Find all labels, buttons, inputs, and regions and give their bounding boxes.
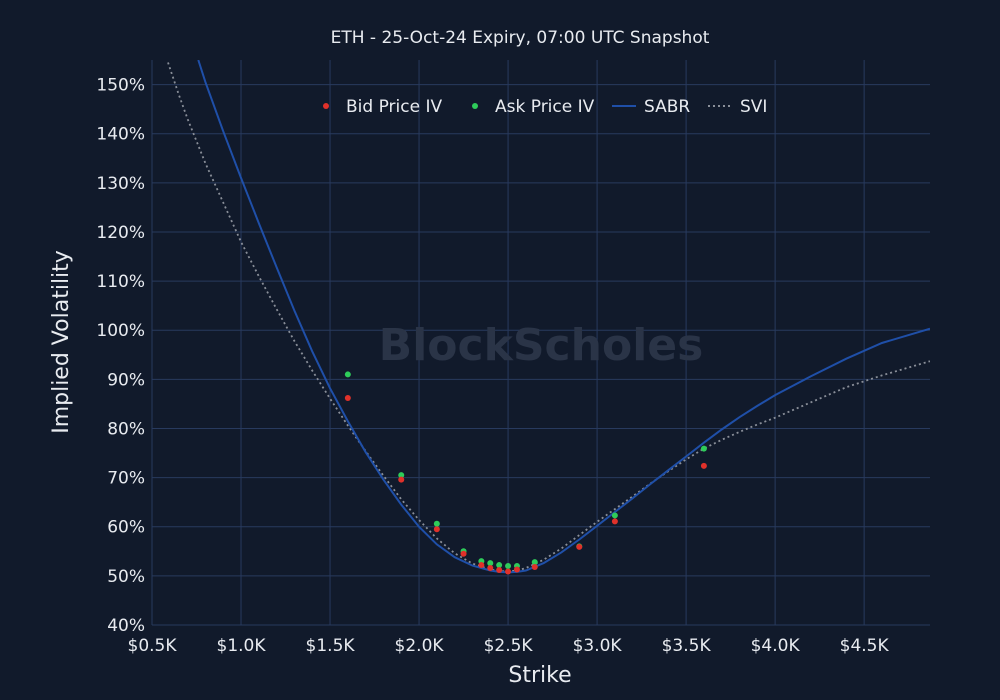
chart-title: ETH - 25-Oct-24 Expiry, 07:00 UTC Snapsh… [331, 28, 710, 48]
bid-price-iv-point [478, 562, 485, 569]
x-tick-label: $4.0K [751, 636, 801, 656]
bid-price-iv-point [496, 566, 503, 573]
y-tick-label: 150% [96, 76, 145, 96]
ask-price-iv-point [433, 520, 440, 527]
ask-price-iv-point [700, 445, 707, 452]
y-tick-label: 140% [96, 125, 145, 145]
bid-price-iv-point [611, 518, 618, 525]
ask-price-iv-point [398, 472, 405, 479]
bid-price-iv-point [505, 568, 512, 575]
x-tick-label: $3.5K [662, 636, 712, 656]
y-tick-label: 90% [107, 370, 145, 390]
bid-price-iv-point [576, 543, 583, 550]
x-axis-ticks: $0.5K $1.0K $1.5K $2.0K $2.5K $3.0K $3.5K $4.0K… [128, 636, 890, 656]
ask-price-iv-point [505, 563, 512, 570]
legend-marker-ask-price-iv [472, 103, 478, 109]
x-tick-label: $4.5K [840, 636, 890, 656]
y-tick-label: 40% [107, 616, 145, 636]
bid-price-iv-point [531, 564, 538, 571]
legend: Bid Price IV Ask Price IV SABR SVI [323, 97, 767, 117]
y-tick-label: 80% [107, 419, 145, 439]
legend-item-bid-price-iv[interactable]: Bid Price IV [323, 97, 442, 117]
ask-price-iv-point [531, 559, 538, 566]
grid [151, 60, 930, 626]
x-axis-title: Strike [508, 663, 571, 688]
x-tick-label: $2.5K [484, 636, 534, 656]
bid-price-iv-point [460, 550, 467, 557]
y-tick-label: 120% [96, 223, 145, 243]
y-tick-label: 50% [107, 567, 145, 587]
legend-label: SABR [644, 97, 690, 117]
bid-price-iv-point [433, 526, 440, 533]
x-tick-label: $2.0K [395, 636, 445, 656]
bid-price-iv-point [344, 395, 351, 402]
legend-item-ask-price-iv[interactable]: Ask Price IV [472, 97, 595, 117]
x-tick-label: $1.0K [217, 636, 267, 656]
legend-label: Ask Price IV [495, 97, 595, 117]
y-tick-label: 130% [96, 174, 145, 194]
x-tick-label: $3.0K [573, 636, 623, 656]
ask-price-iv-point [344, 371, 351, 378]
watermark: BlockScholes [379, 320, 704, 371]
bid-price-iv-point [398, 476, 405, 483]
y-tick-label: 100% [96, 321, 145, 341]
y-tick-label: 70% [107, 469, 145, 489]
ask-price-iv-point [611, 512, 618, 519]
legend-item-sabr[interactable]: SABR [612, 97, 690, 117]
y-tick-label: 60% [107, 518, 145, 538]
bid-price-iv-point [487, 565, 494, 572]
y-axis-ticks: 40% 50% 60% 70% 80% 90% 100% 110% 120% 130% 140% 15… [96, 76, 145, 636]
sabr-line [197, 60, 930, 574]
legend-marker-bid-price-iv [323, 103, 329, 109]
ask-price-iv-point [487, 560, 494, 567]
ask-price-iv-point [496, 562, 503, 569]
y-tick-label: 110% [96, 272, 145, 292]
y-axis-title: Implied Volatility [49, 250, 74, 434]
legend-label: SVI [740, 97, 767, 117]
legend-item-svi[interactable]: SVI [708, 97, 767, 117]
bid-price-iv-point [513, 566, 520, 573]
bid-price-iv-point [700, 462, 707, 469]
x-tick-label: $0.5K [128, 636, 178, 656]
x-tick-label: $1.5K [306, 636, 356, 656]
series [167, 60, 930, 575]
legend-label: Bid Price IV [346, 97, 442, 117]
